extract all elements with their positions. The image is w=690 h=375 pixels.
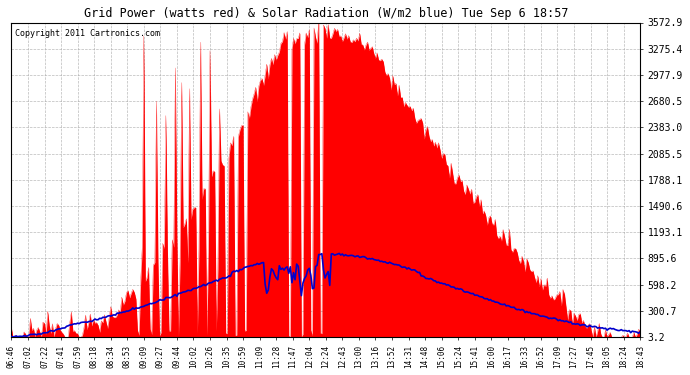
Title: Grid Power (watts red) & Solar Radiation (W/m2 blue) Tue Sep 6 18:57: Grid Power (watts red) & Solar Radiation… <box>83 7 568 20</box>
Text: Copyright 2011 Cartronics.com: Copyright 2011 Cartronics.com <box>14 29 159 38</box>
